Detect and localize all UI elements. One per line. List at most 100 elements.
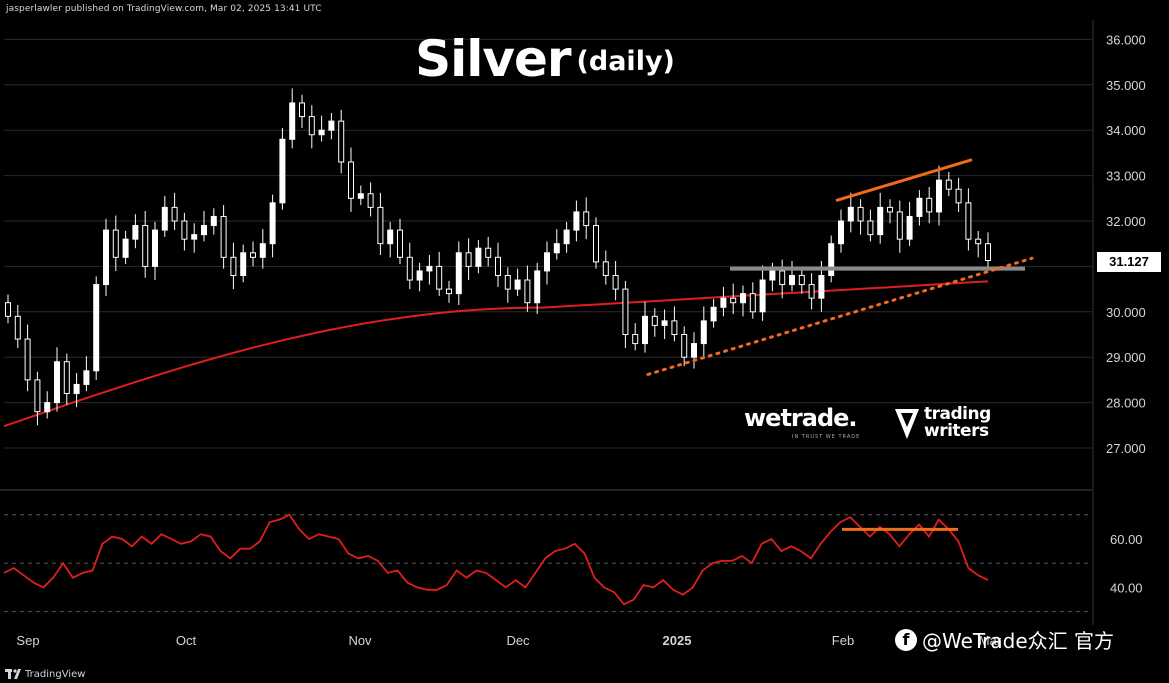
last-price-badge: 31.127: [1097, 252, 1161, 272]
candle-up: [426, 265, 433, 272]
rsi-tick-label: 60.00: [1110, 532, 1143, 547]
rsi-line: [3, 513, 989, 606]
candle-down: [171, 206, 178, 222]
candle-up: [357, 193, 364, 199]
candle-down: [230, 256, 237, 276]
candle-down: [436, 265, 443, 290]
candle-up: [152, 229, 158, 267]
candle-down: [446, 288, 452, 295]
price-tick-label: 36.000: [1106, 32, 1146, 47]
price-tick-label: 33.000: [1106, 169, 1146, 184]
chart-title: Silver (daily): [0, 30, 1090, 88]
candle-down: [63, 361, 70, 395]
candle-up: [740, 293, 746, 304]
candle-down: [593, 225, 599, 263]
candle-up: [191, 234, 198, 240]
candle-up: [514, 279, 521, 290]
candle-down: [24, 338, 31, 381]
candle-up: [73, 383, 80, 395]
time-axis: Sep Oct Nov Dec 2025 Feb Mar: [16, 633, 1001, 648]
candle-down: [622, 288, 629, 336]
candle-up: [122, 238, 129, 258]
candle-up: [240, 252, 247, 276]
candle-down: [583, 211, 590, 227]
candle-up: [416, 270, 423, 281]
candle-down: [504, 274, 511, 290]
candle-down: [681, 334, 688, 358]
candle-up: [279, 138, 286, 204]
candlesticks: [5, 88, 991, 426]
candle-up: [789, 274, 795, 286]
price-tick-label: 27.000: [1106, 441, 1146, 456]
candle-down: [749, 293, 756, 313]
watermark-text: @WeTrade众汇 官方: [922, 629, 1115, 653]
candle-down: [220, 215, 227, 258]
candle-up: [916, 197, 923, 217]
candle-up: [710, 306, 717, 322]
time-axis-label: Dec: [506, 633, 530, 648]
candle-up: [289, 102, 296, 140]
candle-down: [965, 202, 972, 240]
candle-up: [132, 225, 139, 240]
candle-down: [730, 297, 737, 304]
candle-up: [318, 129, 325, 136]
candle-up: [259, 243, 266, 258]
grid-lines: [0, 20, 1094, 625]
candle-down: [495, 256, 501, 276]
price-tick-label: 28.000: [1106, 396, 1146, 411]
candle-down: [348, 161, 354, 199]
candle-up: [328, 120, 335, 131]
candle-down: [651, 315, 658, 326]
candle-down: [377, 206, 384, 245]
candle-down: [299, 102, 305, 118]
candle-up: [828, 243, 835, 276]
candle-down: [926, 197, 933, 213]
price-tick-label: 29.000: [1106, 350, 1146, 365]
candle-up: [161, 206, 168, 231]
candle-up: [642, 315, 648, 345]
candle-down: [5, 302, 11, 317]
rising-trendline: [646, 256, 1034, 376]
candle-up: [720, 297, 727, 308]
weibo-watermark: f @WeTrade众汇 官方: [895, 625, 1114, 654]
candle-up: [906, 215, 913, 240]
weibo-icon: f: [895, 628, 917, 651]
candle-down: [602, 261, 609, 276]
candle-down: [338, 120, 345, 163]
candle-up: [544, 252, 550, 272]
candle-down: [367, 193, 374, 208]
candle-down: [524, 279, 531, 304]
time-axis-label: Mar: [979, 633, 1002, 648]
candle-down: [397, 229, 403, 258]
candle-down: [867, 220, 874, 236]
tradingview-footer[interactable]: TradingView: [5, 666, 85, 682]
candle-down: [406, 256, 413, 281]
tradingview-brand: TradingView: [25, 668, 86, 680]
candle-up: [818, 274, 825, 299]
chart-title-main: Silver: [415, 30, 571, 88]
candle-down: [887, 206, 893, 213]
rsi-tick-label: 40.00: [1110, 580, 1143, 595]
candle-up: [210, 215, 217, 227]
candle-down: [857, 206, 864, 222]
time-axis-label: Oct: [176, 633, 197, 648]
candle-up: [877, 206, 884, 236]
candle-up: [534, 270, 541, 304]
candle-up: [759, 279, 766, 313]
price-tick-label: 35.000: [1106, 78, 1146, 93]
price-tick-label: 30.000: [1106, 305, 1146, 320]
candle-down: [465, 252, 472, 267]
candle-up: [103, 229, 109, 286]
price-tick-label: 34.000: [1106, 123, 1146, 138]
candle-down: [808, 284, 815, 299]
candle-down: [798, 274, 805, 286]
candle-up: [573, 211, 580, 231]
candle-down: [612, 274, 619, 290]
trading-writers-line2: writers: [924, 421, 989, 441]
time-axis-label: Nov: [348, 633, 372, 648]
trading-writers-logo: trading writers: [924, 406, 991, 440]
candle-up: [475, 247, 482, 267]
wetrade-logo: wetrade.: [744, 404, 858, 432]
candle-up: [563, 229, 570, 245]
